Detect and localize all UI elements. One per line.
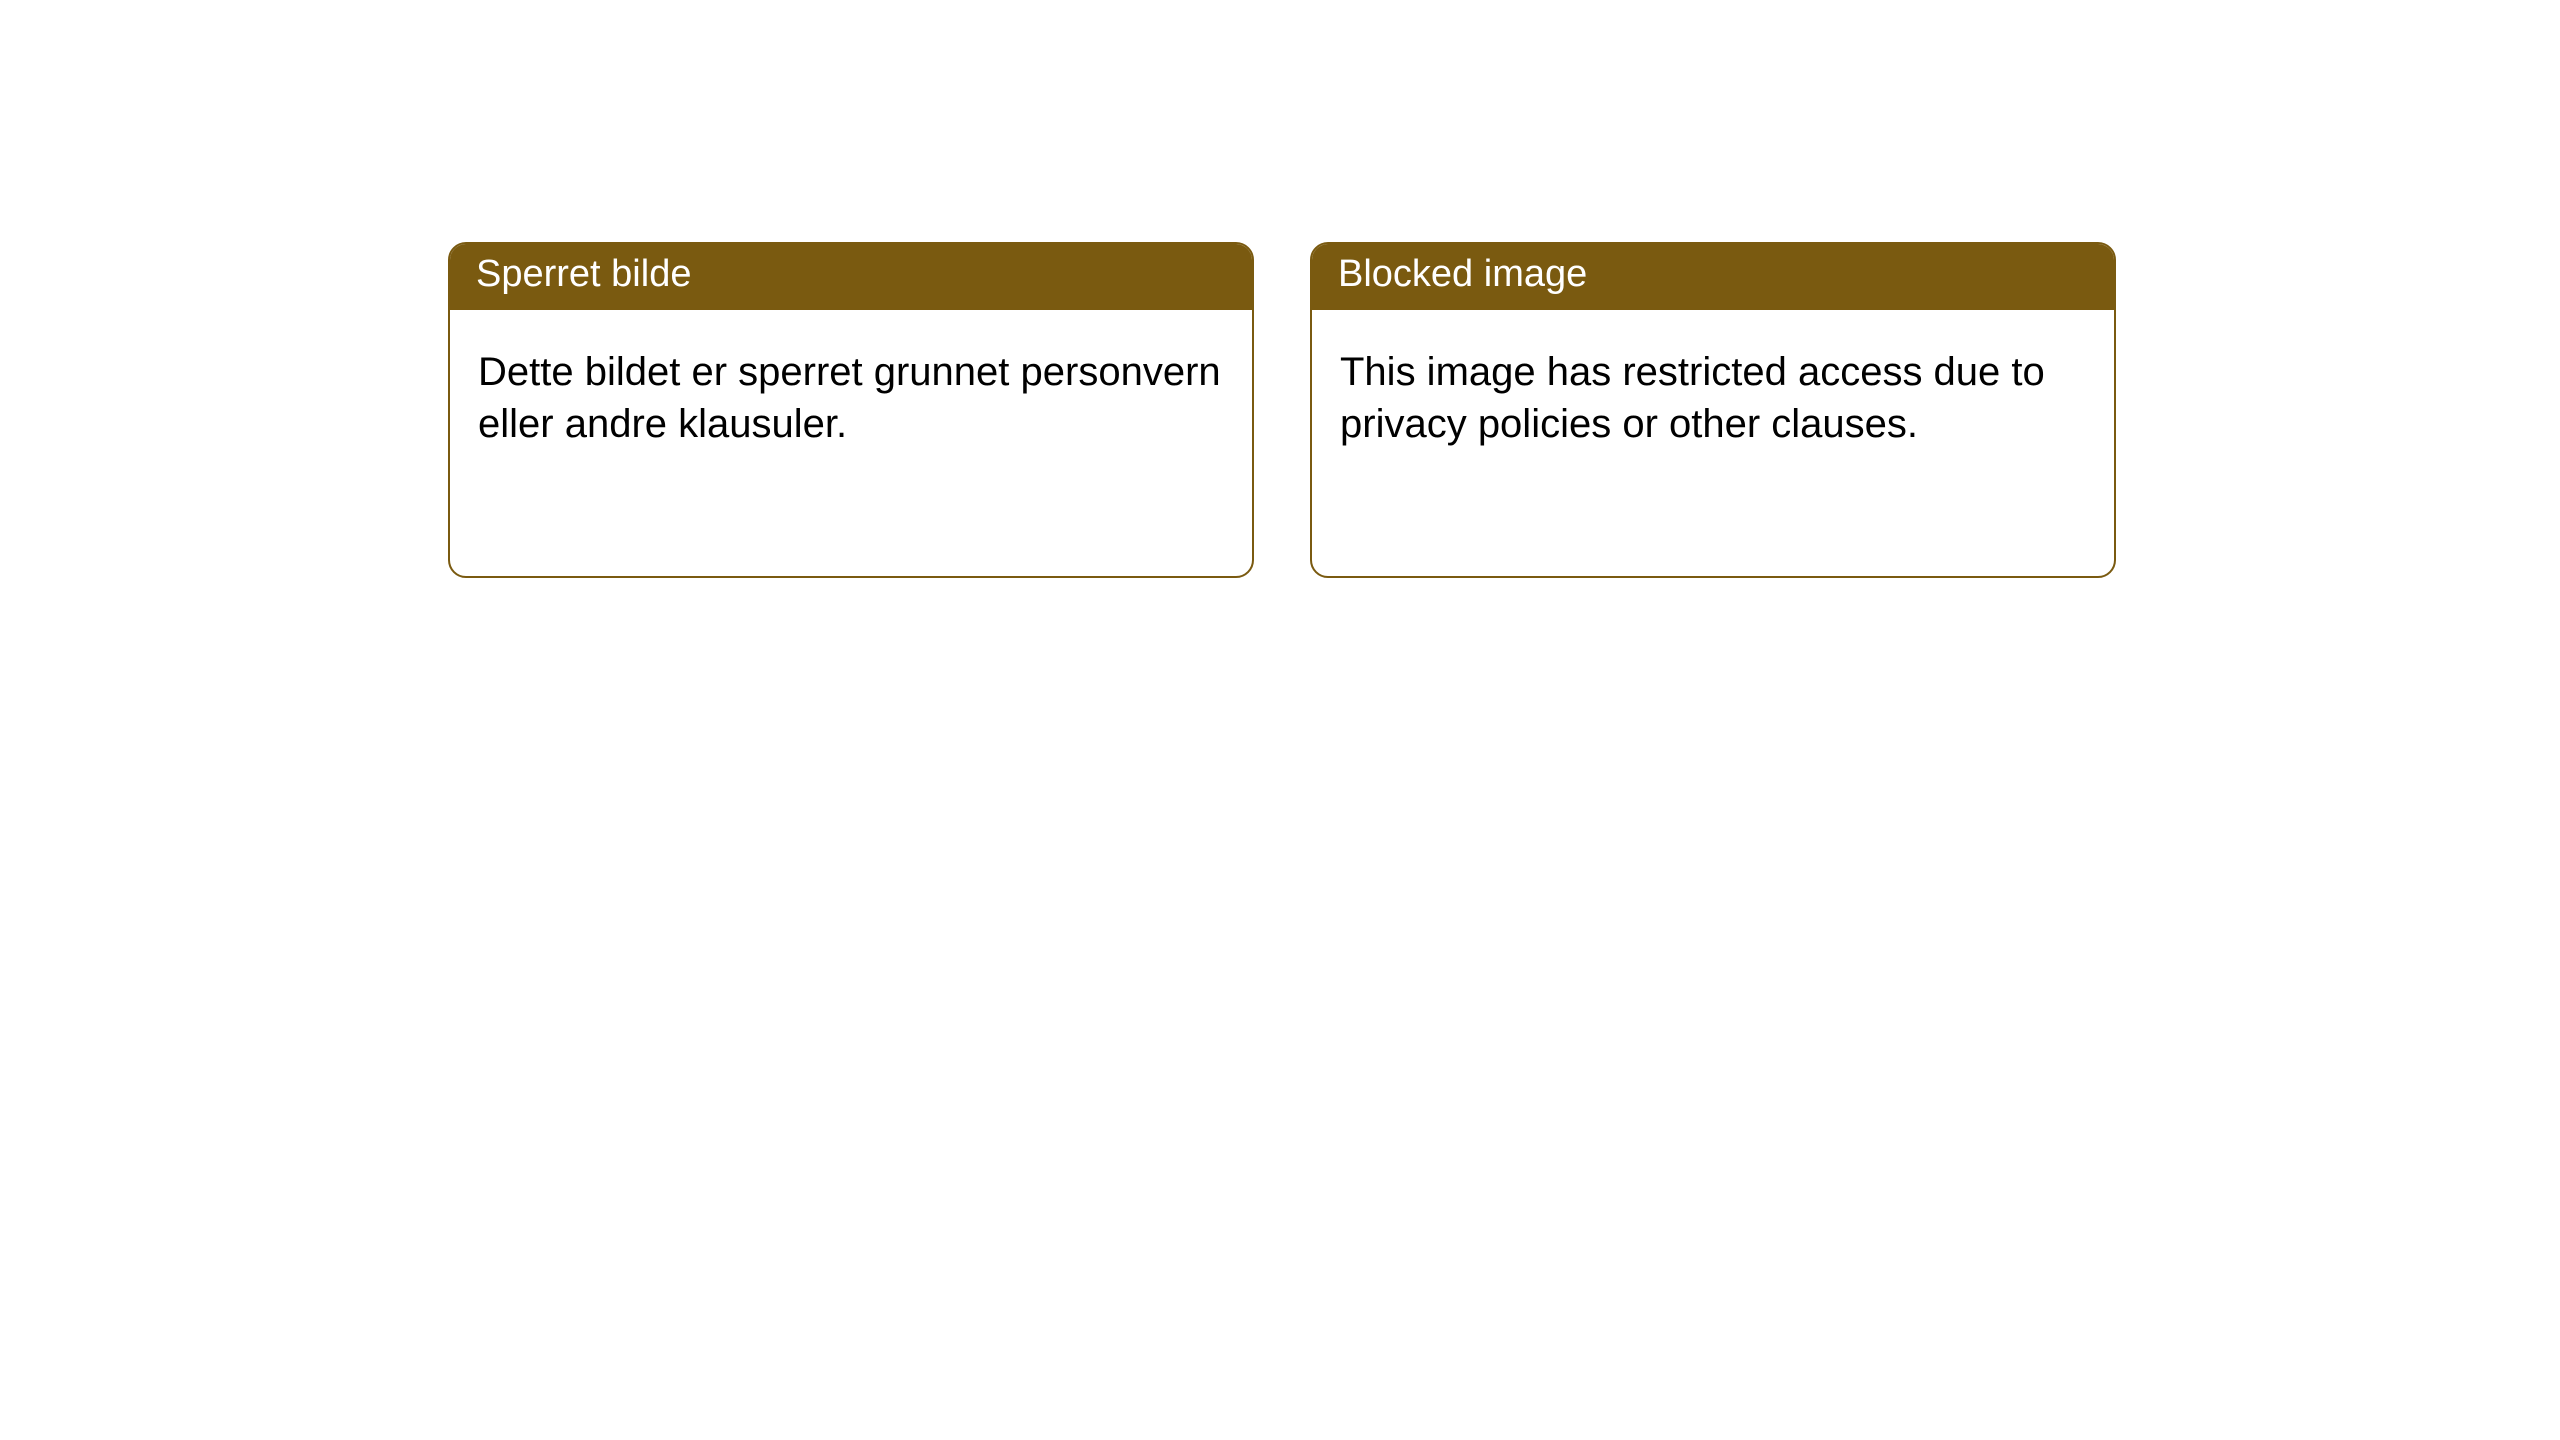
card-header: Blocked image (1312, 244, 2114, 310)
card-body: This image has restricted access due to … (1312, 310, 2114, 480)
blocked-image-card-no: Sperret bilde Dette bildet er sperret gr… (448, 242, 1254, 578)
card-header: Sperret bilde (450, 244, 1252, 310)
card-row: Sperret bilde Dette bildet er sperret gr… (0, 0, 2560, 578)
blocked-image-card-en: Blocked image This image has restricted … (1310, 242, 2116, 578)
card-body: Dette bildet er sperret grunnet personve… (450, 310, 1252, 480)
